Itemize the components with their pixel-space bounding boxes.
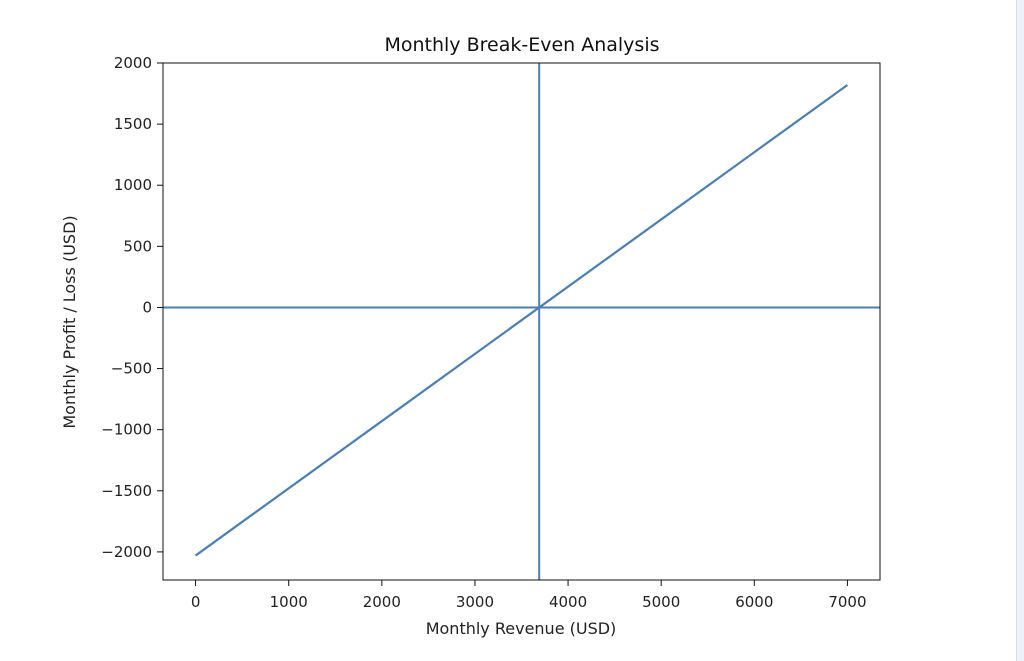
y-tick-label: −1500	[101, 482, 152, 500]
x-tick-label: 6000	[735, 593, 773, 611]
series-lines	[194, 84, 849, 557]
x-axis-label: Monthly Revenue (USD)	[426, 619, 617, 638]
plot-frame	[162, 62, 881, 581]
x-tick-label: 5000	[642, 593, 680, 611]
y-tick-label: 1000	[114, 176, 152, 194]
y-tick-label: −1000	[101, 421, 152, 439]
x-tick-label: 4000	[549, 593, 587, 611]
y-tick-label: 500	[123, 237, 152, 255]
x-tick-label: 0	[191, 593, 201, 611]
profit-line	[194, 84, 849, 557]
y-tick-label: 1500	[114, 115, 152, 133]
y-tick-label: 2000	[114, 54, 152, 72]
plot-area	[162, 62, 881, 581]
y-tick-label: −2000	[101, 543, 152, 561]
y-axis: 2000 1500 1000 500 0 −500 −1000 −1500 −2000	[101, 54, 163, 561]
x-tick-label: 3000	[456, 593, 494, 611]
x-tick-label: 2000	[363, 593, 401, 611]
y-tick-label: −500	[111, 360, 152, 378]
y-tick-label: 0	[142, 298, 152, 316]
x-axis: 0 1000 2000 3000 4000 5000 6000 7000	[191, 580, 867, 611]
x-tick-label: 1000	[270, 593, 308, 611]
chart-title: Monthly Break-Even Analysis	[384, 34, 659, 56]
reference-lines	[163, 63, 880, 580]
window-edge	[1016, 0, 1024, 661]
x-tick-label: 7000	[828, 593, 866, 611]
y-axis-label: Monthly Profit / Loss (USD)	[60, 215, 79, 428]
